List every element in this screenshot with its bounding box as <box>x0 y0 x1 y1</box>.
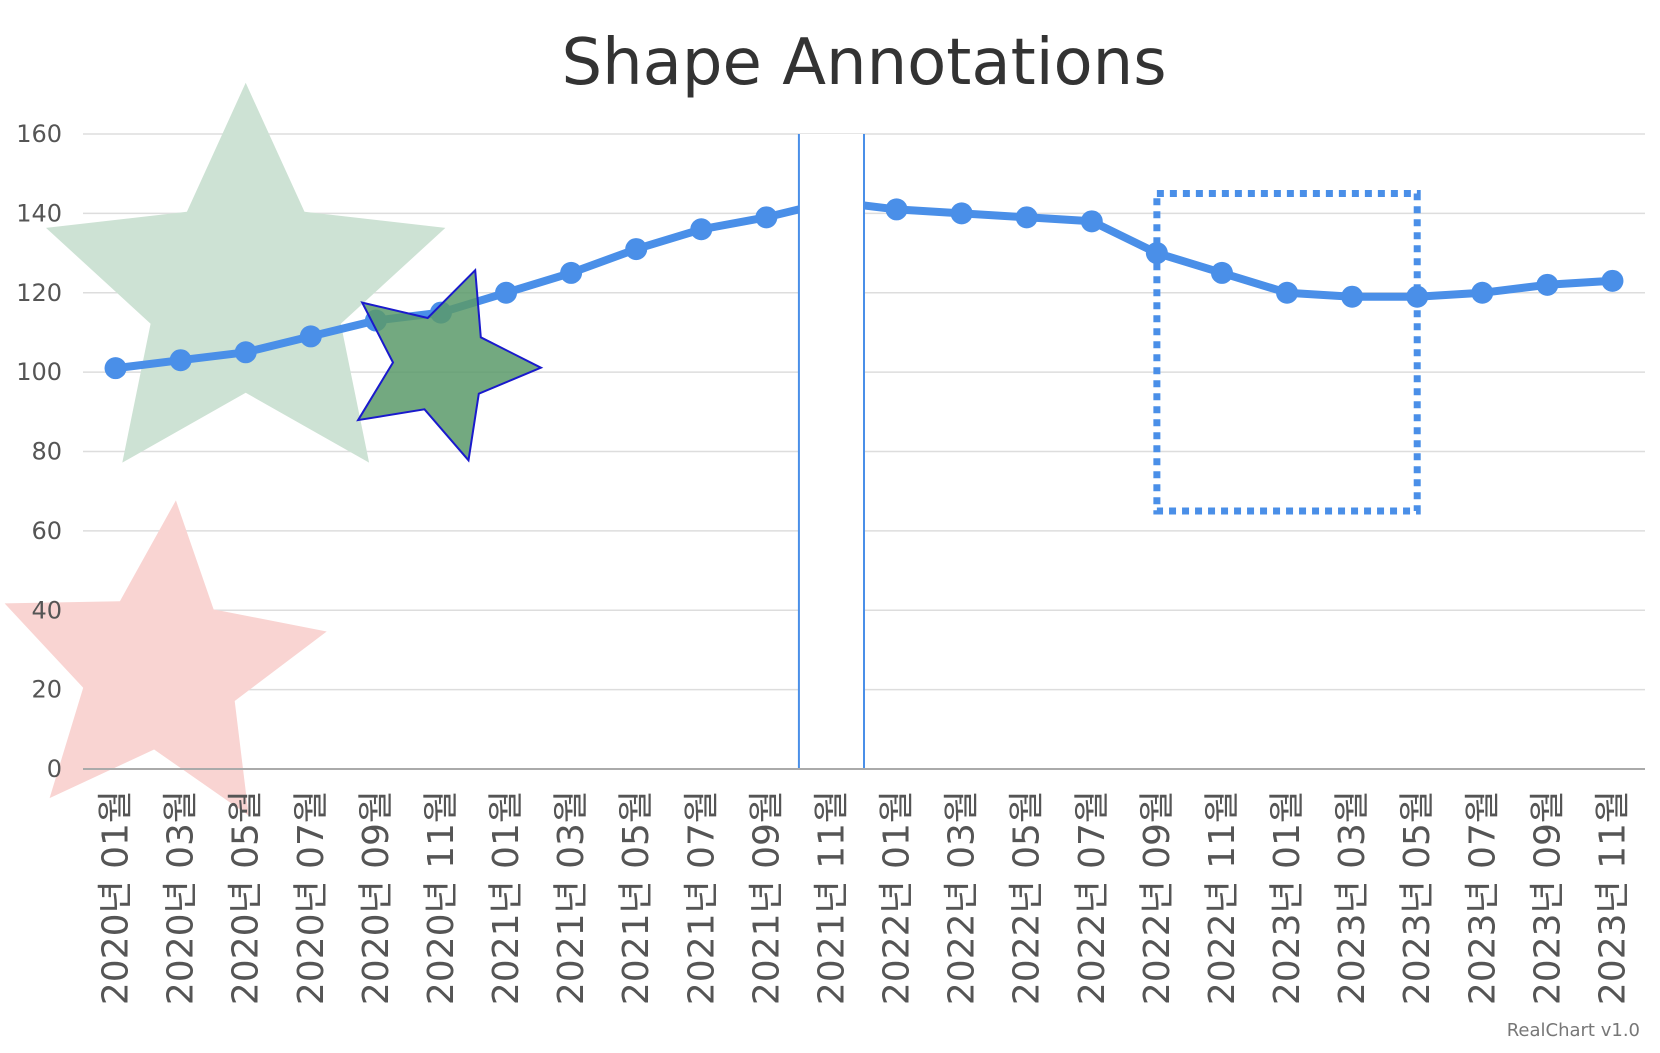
x-tick-label: 2022년 11월 <box>1202 790 1243 1005</box>
x-tick-label: 2020년 05월 <box>226 790 267 1005</box>
x-tick-label: 2022년 05월 <box>1007 790 1048 1005</box>
x-tick-label: 2023년 11월 <box>1592 790 1633 1005</box>
x-tick-label: 2022년 03월 <box>942 790 983 1005</box>
x-tick-label: 2023년 07월 <box>1462 790 1503 1005</box>
x-tick-label: 2021년 09월 <box>746 790 787 1005</box>
data-point <box>1276 281 1299 304</box>
band-annotation <box>798 134 864 769</box>
data-point <box>1210 261 1233 284</box>
x-tick-label: 2021년 03월 <box>551 790 592 1005</box>
x-tick-label: 2020년 01월 <box>96 790 137 1005</box>
star-annotation <box>4 500 327 816</box>
dotted-rectangle-annotation <box>1153 190 1421 515</box>
data-point <box>1536 273 1559 296</box>
x-tick-label: 2022년 01월 <box>877 790 918 1005</box>
data-point <box>104 357 127 380</box>
data-point <box>690 218 713 241</box>
x-tick-label: 2021년 11월 <box>811 790 852 1005</box>
x-tick-label: 2023년 05월 <box>1397 790 1438 1005</box>
data-point <box>1341 285 1364 308</box>
y-tick-label: 100 <box>16 358 62 386</box>
foreground-annotations <box>356 134 1421 769</box>
x-tick-label: 2023년 01월 <box>1267 790 1308 1005</box>
x-tick-label: 2022년 09월 <box>1137 790 1178 1005</box>
data-point <box>1471 281 1494 304</box>
data-point <box>885 198 908 221</box>
y-tick-label: 40 <box>31 596 62 624</box>
data-point <box>950 202 973 225</box>
x-tick-label: 2020년 11월 <box>421 790 462 1005</box>
x-tick-label: 2020년 03월 <box>161 790 202 1005</box>
data-point <box>1406 285 1429 308</box>
data-point <box>169 349 192 372</box>
data-point <box>755 206 778 229</box>
data-point <box>625 238 648 261</box>
background-annotations <box>4 82 446 816</box>
x-tick-label: 2023년 03월 <box>1332 790 1373 1005</box>
chart-title: Shape Annotations <box>561 26 1166 100</box>
data-point <box>1080 210 1103 233</box>
x-tick-label: 2021년 01월 <box>486 790 527 1005</box>
y-tick-label: 80 <box>31 438 62 466</box>
x-tick-label: 2020년 09월 <box>356 790 397 1005</box>
data-point <box>299 325 322 348</box>
x-tick-label: 2021년 05월 <box>616 790 657 1005</box>
data-point <box>495 281 518 304</box>
credit-label: RealChart v1.0 <box>1507 1020 1640 1041</box>
x-tick-label: 2023년 09월 <box>1527 790 1568 1005</box>
y-tick-label: 160 <box>16 120 62 148</box>
y-tick-label: 0 <box>47 755 62 783</box>
y-tick-label: 20 <box>31 676 62 704</box>
x-tick-label: 2020년 07월 <box>291 790 332 1005</box>
data-point <box>560 261 583 284</box>
y-tick-label: 120 <box>16 279 62 307</box>
data-point <box>1601 269 1624 292</box>
data-point <box>234 341 257 364</box>
data-point <box>1015 206 1038 229</box>
y-tick-label: 140 <box>16 199 62 227</box>
star-annotation <box>356 267 544 463</box>
x-tick-label: 2022년 07월 <box>1072 790 1113 1005</box>
axes-layer: 0 20 40 60 80 100 120 140 160 2020년 01월 2020년 03월 2… <box>16 120 1645 1005</box>
x-tick-label: 2021년 07월 <box>681 790 722 1005</box>
y-tick-label: 60 <box>31 517 62 545</box>
